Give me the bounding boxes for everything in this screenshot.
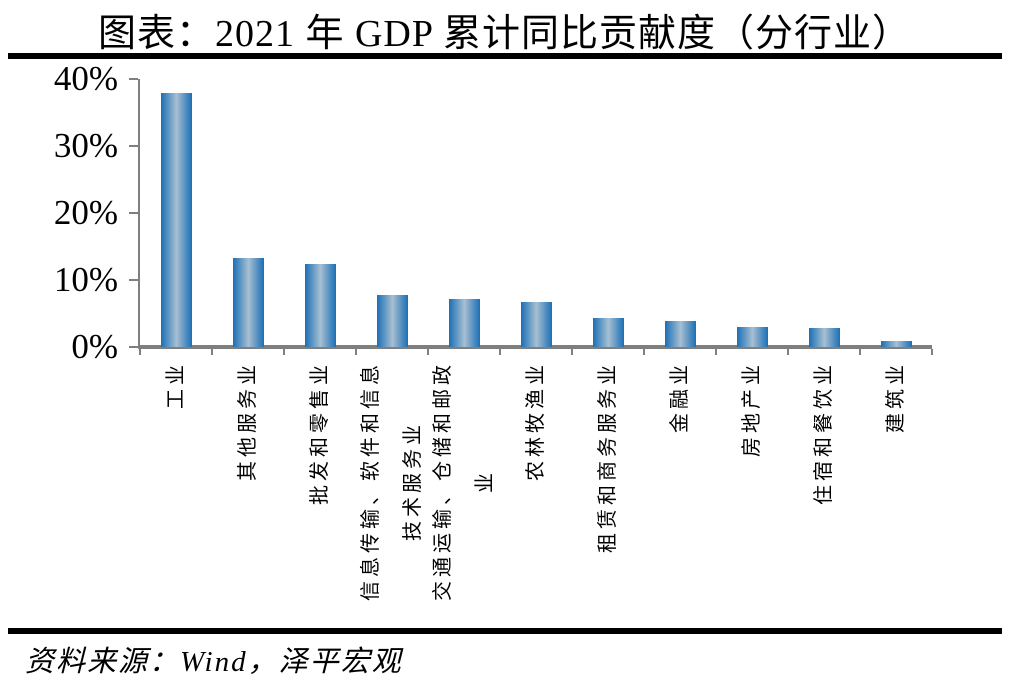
- y-tick-label: 0%: [71, 327, 118, 366]
- x-axis-tick: [859, 349, 861, 355]
- x-axis-labels: 工业 其他服务业 批发和零售业 信息传输、软件和信息 技术服务业 交通运输、仓储和邮政 …: [140, 355, 932, 615]
- y-tick-label: 40%: [53, 59, 118, 98]
- x-category-cell: 交通运输、仓储和邮政 业: [428, 355, 500, 615]
- y-axis-tick: [129, 346, 138, 348]
- bar-4: [376, 294, 408, 347]
- y-axis-labels: 40% 30% 20% 10% 0%: [0, 59, 118, 366]
- x-axis-tick: [211, 349, 213, 355]
- plot-area: [129, 78, 933, 355]
- x-axis-tick: [499, 349, 501, 355]
- bar-5: [448, 298, 480, 347]
- bar-6: [520, 302, 552, 347]
- x-category-label: 住宿和餐饮业: [813, 361, 835, 505]
- x-axis-baseline: [138, 345, 932, 349]
- x-category-cell: 信息传输、软件和信息 技术服务业: [356, 355, 428, 615]
- x-category-cell: 建筑业: [860, 355, 932, 615]
- bottom-divider: [8, 628, 1002, 634]
- x-axis-tick: [715, 349, 717, 355]
- y-tick-label: 20%: [53, 193, 118, 232]
- x-category-cell: 批发和零售业: [284, 355, 356, 615]
- bar-8: [664, 320, 696, 347]
- y-axis-line: [138, 79, 140, 347]
- top-divider: [8, 53, 1002, 59]
- bar-11: [880, 341, 912, 347]
- x-category-cell: 工业: [140, 355, 212, 615]
- y-axis-tick: [129, 279, 138, 281]
- x-category-label: 农林牧渔业: [525, 361, 547, 481]
- source-note: 资料来源：Wind，泽平宏观: [25, 646, 403, 678]
- y-axis-tick: [129, 145, 138, 147]
- x-axis-tick: [643, 349, 645, 355]
- x-axis-tick: [427, 349, 429, 355]
- x-axis-tick: [787, 349, 789, 355]
- bar-10: [808, 328, 840, 347]
- x-category-label: 批发和零售业: [309, 361, 331, 505]
- bar-3: [304, 263, 336, 347]
- x-axis-tick: [355, 349, 357, 355]
- x-axis-tick: [571, 349, 573, 355]
- x-category-cell: 住宿和餐饮业: [788, 355, 860, 615]
- x-category-cell: 其他服务业: [212, 355, 284, 615]
- y-tick-label: 30%: [53, 126, 118, 165]
- x-category-label: 交通运输、仓储和邮政 业: [432, 361, 496, 601]
- x-category-cell: 房地产业: [716, 355, 788, 615]
- y-axis-tick: [129, 212, 138, 214]
- x-axis-tick: [931, 349, 933, 355]
- bar-1: [160, 93, 192, 347]
- x-category-label: 其他服务业: [237, 361, 259, 481]
- x-category-label: 建筑业: [885, 361, 907, 433]
- bar-9: [736, 326, 768, 347]
- x-category-label: 金融业: [669, 361, 691, 433]
- x-category-cell: 金融业: [644, 355, 716, 615]
- x-category-label: 房地产业: [741, 361, 763, 457]
- x-category-label: 工业: [165, 361, 187, 409]
- y-tick-label: 10%: [53, 260, 118, 299]
- x-category-cell: 农林牧渔业: [500, 355, 572, 615]
- bar-2: [232, 257, 264, 347]
- bar-7: [592, 318, 624, 347]
- x-axis-tick: [283, 349, 285, 355]
- x-category-cell: 租赁和商务服务业: [572, 355, 644, 615]
- chart-title: 图表：2021 年 GDP 累计同比贡献度（分行业）: [97, 13, 912, 55]
- x-axis-tick: [139, 349, 141, 355]
- y-axis-tick: [129, 78, 138, 80]
- x-category-label: 租赁和商务服务业: [597, 361, 619, 553]
